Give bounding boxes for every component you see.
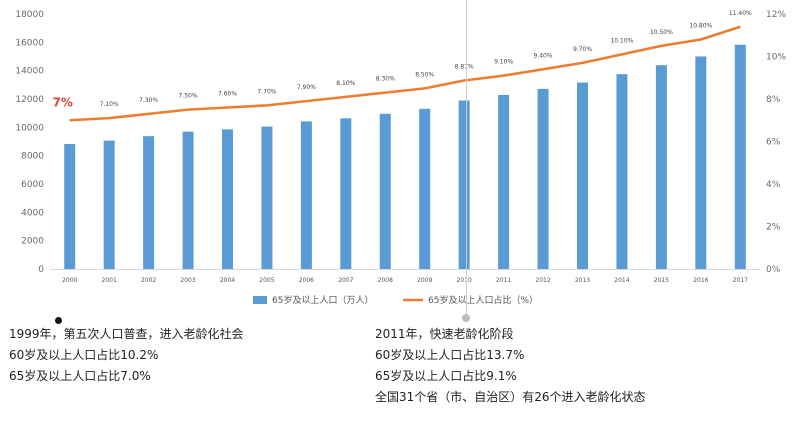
bar [537,88,549,269]
note-line: 60岁及以上人口占比13.7% [375,348,525,362]
bar [143,136,155,269]
note-line: 65岁及以上人口占比9.1% [375,369,517,383]
data-label: 9.40% [534,52,553,59]
bar [64,144,76,269]
data-label: 7.70% [257,88,276,95]
x-tick-label: 2003 [180,277,195,284]
x-tick-label: 2001 [102,277,117,284]
y-left-tick-label: 4000 [21,208,44,218]
y-left-tick-label: 12000 [15,95,44,105]
reference-line-2010 [466,0,467,318]
x-tick-label: 2006 [299,277,314,284]
bar [498,94,510,269]
note-line: 1999年，第五次人口普查，进入老龄化社会 [9,327,244,341]
y-right-tick-label: 2% [766,223,781,233]
x-tick-label: 2005 [259,277,274,284]
x-tick-label: 2013 [575,277,590,284]
x-tick-label: 2004 [220,277,235,284]
data-label: 7.60% [218,91,237,98]
highlight-data-label: 7% [53,95,73,109]
bar [300,121,312,270]
y-left-tick-label: 14000 [15,67,44,77]
data-label: 7.30% [139,97,158,104]
data-label: 8.87% [455,64,474,71]
data-label: 7.50% [179,93,198,100]
combo-chart: 0 2000 4000 6000 8000 10000 12000 14000 16000 180… [15,10,786,306]
x-tick-label: 2012 [535,277,550,284]
y-right-tick-label: 0% [766,265,781,275]
bar [261,126,273,269]
data-label: 10.80% [689,23,712,30]
y-right-tick-label: 4% [766,180,781,190]
bar [379,113,391,269]
x-tick-label: 2017 [733,277,748,284]
bar [222,129,233,269]
y-left-tick-label: 2000 [21,237,44,247]
legend-label-bar: 65岁及以上人口（万人） [272,294,373,306]
y-left-tick-label: 18000 [15,10,44,20]
data-label: 9.70% [573,46,592,53]
bar [182,131,194,269]
y-right-tick-label: 12% [766,10,786,20]
bar [103,140,115,269]
data-label: 7.90% [297,84,316,91]
x-tick-label: 2010 [457,277,472,284]
note-line: 65岁及以上人口占比7.0% [9,369,151,383]
data-label: 8.50% [415,71,434,78]
bar [577,82,588,270]
data-label: 11.40% [729,10,752,17]
chart-panel: 0 2000 4000 6000 8000 10000 12000 14000 16000 180… [15,9,787,306]
bar [734,44,746,269]
x-tick-label: 2016 [693,277,708,284]
bar [616,74,628,269]
data-label: 10.50% [650,29,673,36]
y-right-tick-label: 8% [766,95,781,105]
x-tick-label: 2014 [614,277,629,284]
y-left-tick-label: 10000 [15,123,44,133]
y-right-tick-label: 6% [766,138,781,148]
legend-label-line: 65岁及以上人口占比（%） [428,294,538,306]
x-tick-label: 2007 [338,277,353,284]
y-left-tick-label: 8000 [21,152,44,162]
x-tick-label: 2015 [654,277,669,284]
y-left-tick-label: 6000 [21,180,44,190]
y-left-tick-label: 0 [38,265,44,275]
data-label: 10.10% [610,37,633,44]
data-label: 9.10% [494,59,513,66]
notes-1999: 1999年，第五次人口普查，进入老龄化社会 60岁及以上人口占比10.2% 65… [9,324,244,387]
x-tick-label: 2000 [62,277,77,284]
bar [458,100,470,269]
x-tick-label: 2002 [141,277,156,284]
legend-swatch-bar [253,296,267,304]
y-right-tick-label: 10% [766,53,786,63]
reference-marker-1999 [55,317,62,324]
data-label: 8.30% [376,76,395,83]
note-line: 全国31个省（市、自治区）有26个进入老龄化状态 [375,390,646,404]
note-line: 60岁及以上人口占比10.2% [9,348,159,362]
data-label: 8.10% [336,80,355,87]
y-left-tick-label: 16000 [15,38,44,48]
bar [419,108,431,269]
bar [340,118,352,269]
series-line [69,25,741,122]
data-label: 7.10% [100,101,119,108]
bar [655,65,667,269]
reference-marker-2011 [462,314,470,322]
bar [695,56,707,269]
x-tick-label: 2009 [417,277,432,284]
notes-2011: 2011年，快速老龄化阶段 60岁及以上人口占比13.7% 65岁及以上人口占比… [375,324,646,408]
note-line: 2011年，快速老龄化阶段 [375,327,514,341]
x-tick-label: 2011 [496,277,511,284]
x-tick-label: 2008 [378,277,393,284]
